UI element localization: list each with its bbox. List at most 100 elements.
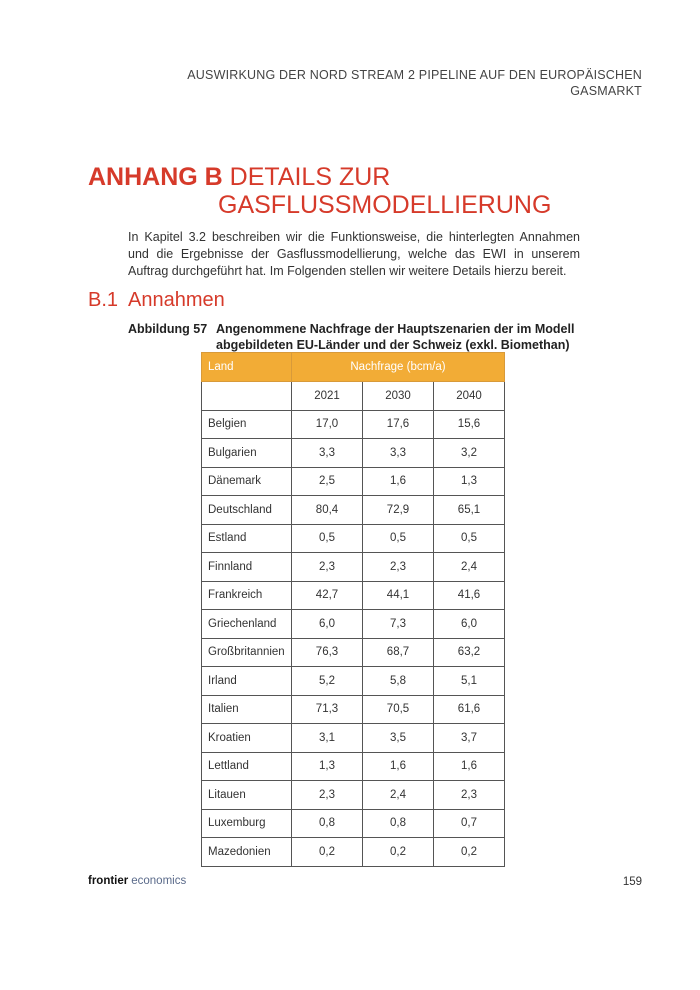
chapter-title: DETAILS ZUR: [229, 163, 391, 191]
value-cell: 5,2: [291, 666, 363, 696]
value-cell: 41,6: [433, 580, 505, 610]
table-row: Griechenland 6,0 7,3 6,0: [201, 609, 505, 639]
figure-title: Angenommene Nachfrage der Hauptszenarien…: [216, 322, 575, 352]
table-row: Großbritannien 76,3 68,7 63,2: [201, 637, 505, 667]
brand-word: frontier: [88, 875, 129, 887]
value-cell: 65,1: [433, 495, 505, 525]
value-cell: 6,0: [433, 609, 505, 639]
footer-brand: frontier economics: [88, 875, 186, 887]
value-cell: 17,0: [291, 409, 363, 439]
value-cell: 42,7: [291, 580, 363, 610]
country-cell: Irland: [201, 666, 292, 696]
figure-caption: Abbildung 57 Angenommene Nachfrage der H…: [128, 321, 588, 353]
country-cell: Deutschland: [201, 495, 292, 525]
running-header: AUSWIRKUNG DER NORD STREAM 2 PIPELINE AU…: [187, 67, 642, 99]
country-cell: Litauen: [201, 780, 292, 810]
country-cell: Großbritannien: [201, 637, 292, 667]
value-cell: 5,8: [362, 666, 434, 696]
table-row: Kroatien 3,1 3,5 3,7: [201, 723, 505, 753]
year-cell: 2040: [433, 381, 505, 411]
value-cell: 80,4: [291, 495, 363, 525]
chapter-heading: ANHANG B DETAILS ZUR GASFLUSSMODELLIERUN…: [88, 163, 551, 219]
header-cell: Nachfrage (bcm/a): [291, 352, 505, 382]
table-row: Mazedonien 0,2 0,2 0,2: [201, 837, 505, 867]
value-cell: 2,4: [362, 780, 434, 810]
value-cell: 17,6: [362, 409, 434, 439]
value-cell: 0,8: [362, 808, 434, 838]
table-row: Irland 5,2 5,8 5,1: [201, 666, 505, 696]
brand-word: economics: [131, 875, 187, 887]
value-cell: 15,6: [433, 409, 505, 439]
country-cell: Italien: [201, 694, 292, 724]
value-cell: 1,6: [362, 466, 434, 496]
table-row: Italien 71,3 70,5 61,6: [201, 694, 505, 724]
table-row: Lettland 1,3 1,6 1,6: [201, 751, 505, 781]
value-cell: 1,6: [433, 751, 505, 781]
table-row: Litauen 2,3 2,4 2,3: [201, 780, 505, 810]
value-cell: 0,2: [433, 837, 505, 867]
table-row: Belgien 17,0 17,6 15,6: [201, 409, 505, 439]
country-cell: Lettland: [201, 751, 292, 781]
table-row: Deutschland 80,4 72,9 65,1: [201, 495, 505, 525]
section-number: B.1: [88, 289, 119, 311]
value-cell: 2,3: [291, 552, 363, 582]
table-row: Luxemburg 0,8 0,8 0,7: [201, 808, 505, 838]
value-cell: 3,2: [433, 438, 505, 468]
country-cell: Luxemburg: [201, 808, 292, 838]
table-row: Finnland 2,3 2,3 2,4: [201, 552, 505, 582]
year-cell: 2021: [291, 381, 363, 411]
value-cell: 3,1: [291, 723, 363, 753]
country-cell: Bulgarien: [201, 438, 292, 468]
table-row: Dänemark 2,5 1,6 1,3: [201, 466, 505, 496]
value-cell: 6,0: [291, 609, 363, 639]
country-cell: Kroatien: [201, 723, 292, 753]
section-heading: B.1 Annahmen: [88, 289, 225, 312]
value-cell: 0,5: [433, 523, 505, 553]
value-cell: 0,2: [362, 837, 434, 867]
country-cell: Griechenland: [201, 609, 292, 639]
value-cell: 0,8: [291, 808, 363, 838]
table-body: Land Nachfrage (bcm/a) 2021 2030 2040 Belgi…: [201, 352, 505, 867]
value-cell: 61,6: [433, 694, 505, 724]
value-cell: 3,3: [291, 438, 363, 468]
table-header-row: Land Nachfrage (bcm/a): [201, 352, 505, 382]
header-cell: Land: [201, 352, 292, 382]
value-cell: 5,1: [433, 666, 505, 696]
value-cell: 2,3: [362, 552, 434, 582]
value-cell: 1,6: [362, 751, 434, 781]
value-cell: 63,2: [433, 637, 505, 667]
figure-label: Abbildung 57: [128, 322, 208, 336]
value-cell: 2,3: [433, 780, 505, 810]
header-line: AUSWIRKUNG DER NORD STREAM 2 PIPELINE AU…: [187, 68, 642, 82]
country-cell: Frankreich: [201, 580, 292, 610]
value-cell: 76,3: [291, 637, 363, 667]
country-cell: Finnland: [201, 552, 292, 582]
country-cell: Dänemark: [201, 466, 292, 496]
table-row: Frankreich 42,7 44,1 41,6: [201, 580, 505, 610]
value-cell: 3,7: [433, 723, 505, 753]
value-cell: 0,5: [291, 523, 363, 553]
value-cell: 2,4: [433, 552, 505, 582]
value-cell: 2,3: [291, 780, 363, 810]
year-cell: 2030: [362, 381, 434, 411]
value-cell: 72,9: [362, 495, 434, 525]
value-cell: 68,7: [362, 637, 434, 667]
value-cell: 70,5: [362, 694, 434, 724]
country-cell: Mazedonien: [201, 837, 292, 867]
chapter-title: GASFLUSSMODELLIERUNG: [218, 191, 552, 219]
value-cell: 0,5: [362, 523, 434, 553]
table-row: Bulgarien 3,3 3,3 3,2: [201, 438, 505, 468]
value-cell: 44,1: [362, 580, 434, 610]
table-row: Estland 0,5 0,5 0,5: [201, 523, 505, 553]
country-cell: Belgien: [201, 409, 292, 439]
value-cell: 71,3: [291, 694, 363, 724]
value-cell: 2,5: [291, 466, 363, 496]
chapter-label: ANHANG B: [88, 163, 223, 191]
value-cell: 7,3: [362, 609, 434, 639]
year-row: 2021 2030 2040: [201, 381, 505, 411]
value-cell: 3,5: [362, 723, 434, 753]
country-cell: Estland: [201, 523, 292, 553]
value-cell: 0,2: [291, 837, 363, 867]
